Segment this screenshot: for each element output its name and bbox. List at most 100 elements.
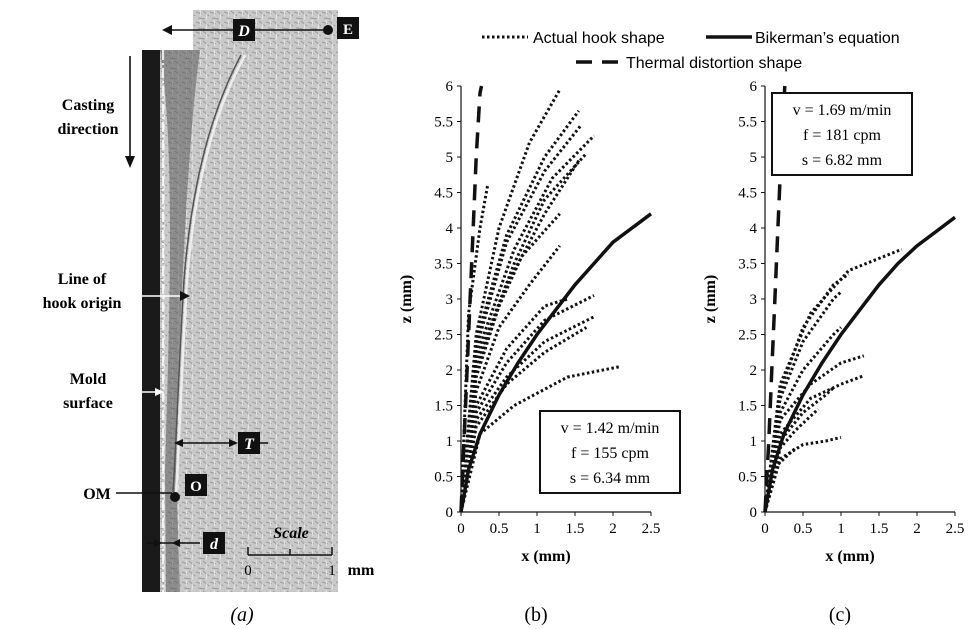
actual-hook-series (459, 134, 596, 513)
scale-0-label: 0 (244, 563, 252, 579)
y-tick-label: 4 (446, 221, 454, 237)
actual-hook-series (459, 109, 581, 513)
shell-edge (160, 50, 200, 592)
OM-label: OM (83, 486, 111, 503)
y-tick-label: 0.5 (738, 470, 757, 486)
actual-hook-series (763, 272, 850, 513)
actual-hook-series (459, 88, 562, 513)
O-label: O (190, 479, 202, 495)
y-tick-label: 3 (750, 292, 758, 308)
y-tick-label: 2.5 (738, 328, 757, 344)
mold-dark-band (142, 50, 160, 592)
y-tick-label: 0 (446, 505, 454, 521)
param-text: s = 6.82 mm (802, 152, 883, 169)
y-tick-label: 5.5 (434, 115, 453, 131)
chart-panel-b: 0 0.5 1 1.5 2 2.5 3 3.5 4 4.5 5 5.5 6 0 0.5 1 1.5 2 2.5 x (… (398, 79, 681, 626)
casting-direction-label: Casting (62, 97, 114, 114)
micrograph-panel: D E Casting direction Line of hook origi… (43, 10, 375, 626)
param-text: f = 155 cpm (571, 445, 649, 462)
d-small-arrow-left (154, 539, 162, 547)
params-box (539, 410, 681, 494)
actual-hook-series (763, 386, 835, 513)
E-label-box (337, 17, 359, 39)
y-tick-label: 1.5 (434, 399, 453, 415)
y-tick-label: 3.5 (738, 257, 757, 273)
hook-origin-pointer-head (180, 291, 190, 301)
D-label: D (237, 23, 250, 40)
hook-origin-line (174, 54, 247, 493)
x-axis-label: x (mm) (521, 548, 570, 565)
y-tick-label: 4.5 (738, 186, 757, 202)
x-tick-label: 2 (913, 521, 921, 537)
y-tick-label: 1.5 (738, 399, 757, 415)
x-axis-label: x (mm) (825, 548, 874, 565)
T-label: T (244, 436, 255, 453)
x-tick-label: 2.5 (946, 521, 965, 537)
y-axis-label: z (mm) (398, 275, 415, 323)
actual-hook-series (459, 185, 490, 513)
legend-thermal-label: Thermal distortion shape (626, 55, 802, 72)
bikerman-series (763, 215, 957, 513)
actual-hook-series (763, 447, 797, 513)
param-text: v = 1.69 m/min (793, 102, 892, 119)
mold-surface-label: Mold (70, 371, 107, 388)
y-tick-label: 5 (750, 150, 758, 166)
y-tick-label: 6 (750, 79, 758, 95)
actual-hook-series (459, 152, 588, 513)
actual-hook-series (763, 435, 842, 513)
y-tick-label: 0.5 (434, 470, 453, 486)
mold-surface-label-2: surface (63, 395, 113, 412)
x-tick-label: 2 (609, 521, 617, 537)
panel-caption: (b) (524, 604, 547, 626)
x-tick-label: 1 (837, 521, 845, 537)
y-tick-label: 4 (750, 221, 758, 237)
y-tick-label: 0 (750, 505, 758, 521)
x-tick-label: 0 (457, 521, 465, 537)
d-label: d (210, 536, 219, 553)
legend-actual-label: Actual hook shape (533, 30, 665, 47)
T-label-box (238, 432, 260, 454)
casting-direction-label-2: direction (57, 121, 118, 138)
legend: Actual hook shape Bikerman’s equation Th… (482, 30, 900, 72)
t-arrow-left (174, 439, 183, 447)
x-tick-label: 0.5 (794, 521, 813, 537)
y-tick-label: 2.5 (434, 328, 453, 344)
x-tick-label: 1 (533, 521, 541, 537)
scale-label: Scale (273, 525, 309, 542)
y-tick-label: 1 (750, 434, 758, 450)
y-tick-label: 2 (446, 363, 454, 379)
point-o-marker (170, 492, 180, 502)
caption-a: (a) (230, 604, 254, 626)
line-of-hook-origin-label-2: hook origin (43, 295, 122, 312)
y-tick-label: 1 (446, 434, 454, 450)
mold-surface-pointer-head (155, 388, 164, 396)
thermal-distortion-series (459, 85, 484, 513)
E-label: E (343, 22, 353, 38)
actual-hook-series (763, 326, 843, 513)
y-tick-label: 4.5 (434, 186, 453, 202)
x-tick-label: 0.5 (490, 521, 509, 537)
d-label-box (203, 532, 225, 554)
x-tick-label: 0 (761, 521, 769, 537)
casting-direction-arrow-head (125, 156, 135, 168)
scale-unit-label: mm (348, 562, 375, 579)
param-text: f = 181 cpm (803, 127, 881, 144)
y-tick-label: 5 (446, 150, 454, 166)
D-label-box (233, 19, 255, 41)
y-tick-label: 3.5 (434, 257, 453, 273)
legend-bikerman-label: Bikerman’s equation (755, 30, 900, 47)
x-tick-label: 2.5 (642, 521, 661, 537)
x-tick-label: 1.5 (870, 521, 889, 537)
O-label-box (185, 474, 207, 496)
hook-origin-line-dark (172, 54, 242, 493)
line-of-hook-origin-label: Line of (58, 271, 107, 288)
chart-panel-c: 0 0.5 1 1.5 2 2.5 3 3.5 4 4.5 5 5.5 6 0 0.5 1 1.5 2 2.5 x (… (702, 79, 964, 626)
y-tick-label: 2 (750, 363, 758, 379)
y-tick-label: 6 (446, 79, 454, 95)
y-tick-label: 3 (446, 292, 454, 308)
micrograph-image-top (193, 10, 338, 52)
panel-caption: (c) (829, 604, 851, 626)
t-arrow-right (229, 439, 238, 447)
params-box (771, 92, 913, 176)
